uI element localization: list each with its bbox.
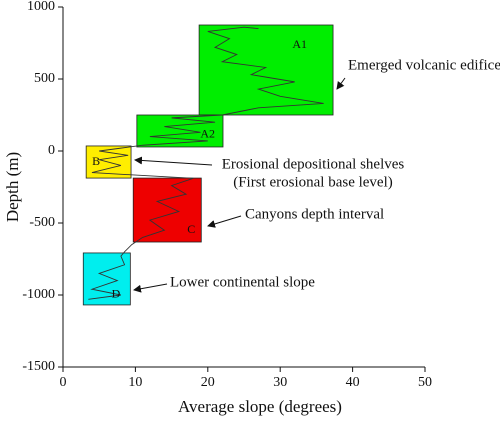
- box-label: A2: [200, 127, 215, 141]
- arrow: [336, 77, 346, 90]
- y-tick-label: 1000: [27, 0, 55, 14]
- annotation: Canyons depth interval: [245, 206, 384, 222]
- box-label: A1: [292, 37, 307, 51]
- box: [198, 24, 334, 116]
- x-tick-label: 0: [60, 375, 67, 390]
- x-tick-label: 50: [418, 375, 432, 390]
- box: [136, 114, 224, 148]
- annotation: Lower continental slope: [170, 274, 315, 290]
- box: [82, 252, 131, 306]
- y-tick-label: 0: [48, 143, 55, 158]
- annotation: (First erosional base level): [233, 174, 393, 190]
- arrow: [134, 156, 213, 166]
- y-axis-label: Depth (m): [3, 152, 22, 222]
- y-tick-label: -1000: [22, 287, 55, 302]
- y-tick-label: -1500: [22, 359, 55, 374]
- profile-line: [88, 26, 324, 300]
- annotation: Emerged volcanic edifice: [348, 57, 500, 73]
- x-axis-label: Average slope (degrees): [178, 397, 342, 416]
- box-label: C: [187, 222, 195, 236]
- x-tick-label: 30: [273, 375, 287, 390]
- plot-area: 0 10 20 30 40 50 -1500 -1000 -500 0 500 1000 A1 A2 B C D: [22, 0, 432, 390]
- arrow: [133, 283, 168, 293]
- annotation: Erosional depositional shelves: [222, 156, 405, 172]
- y-tick-label: -500: [29, 215, 55, 230]
- x-tick-label: 40: [346, 375, 360, 390]
- y-tick-label: 500: [34, 71, 55, 86]
- arrow: [207, 215, 242, 228]
- x-tick-label: 10: [128, 375, 142, 390]
- box-label: B: [92, 154, 100, 168]
- box: [132, 177, 202, 243]
- x-tick-label: 20: [201, 375, 215, 390]
- box-label: D: [112, 287, 121, 301]
